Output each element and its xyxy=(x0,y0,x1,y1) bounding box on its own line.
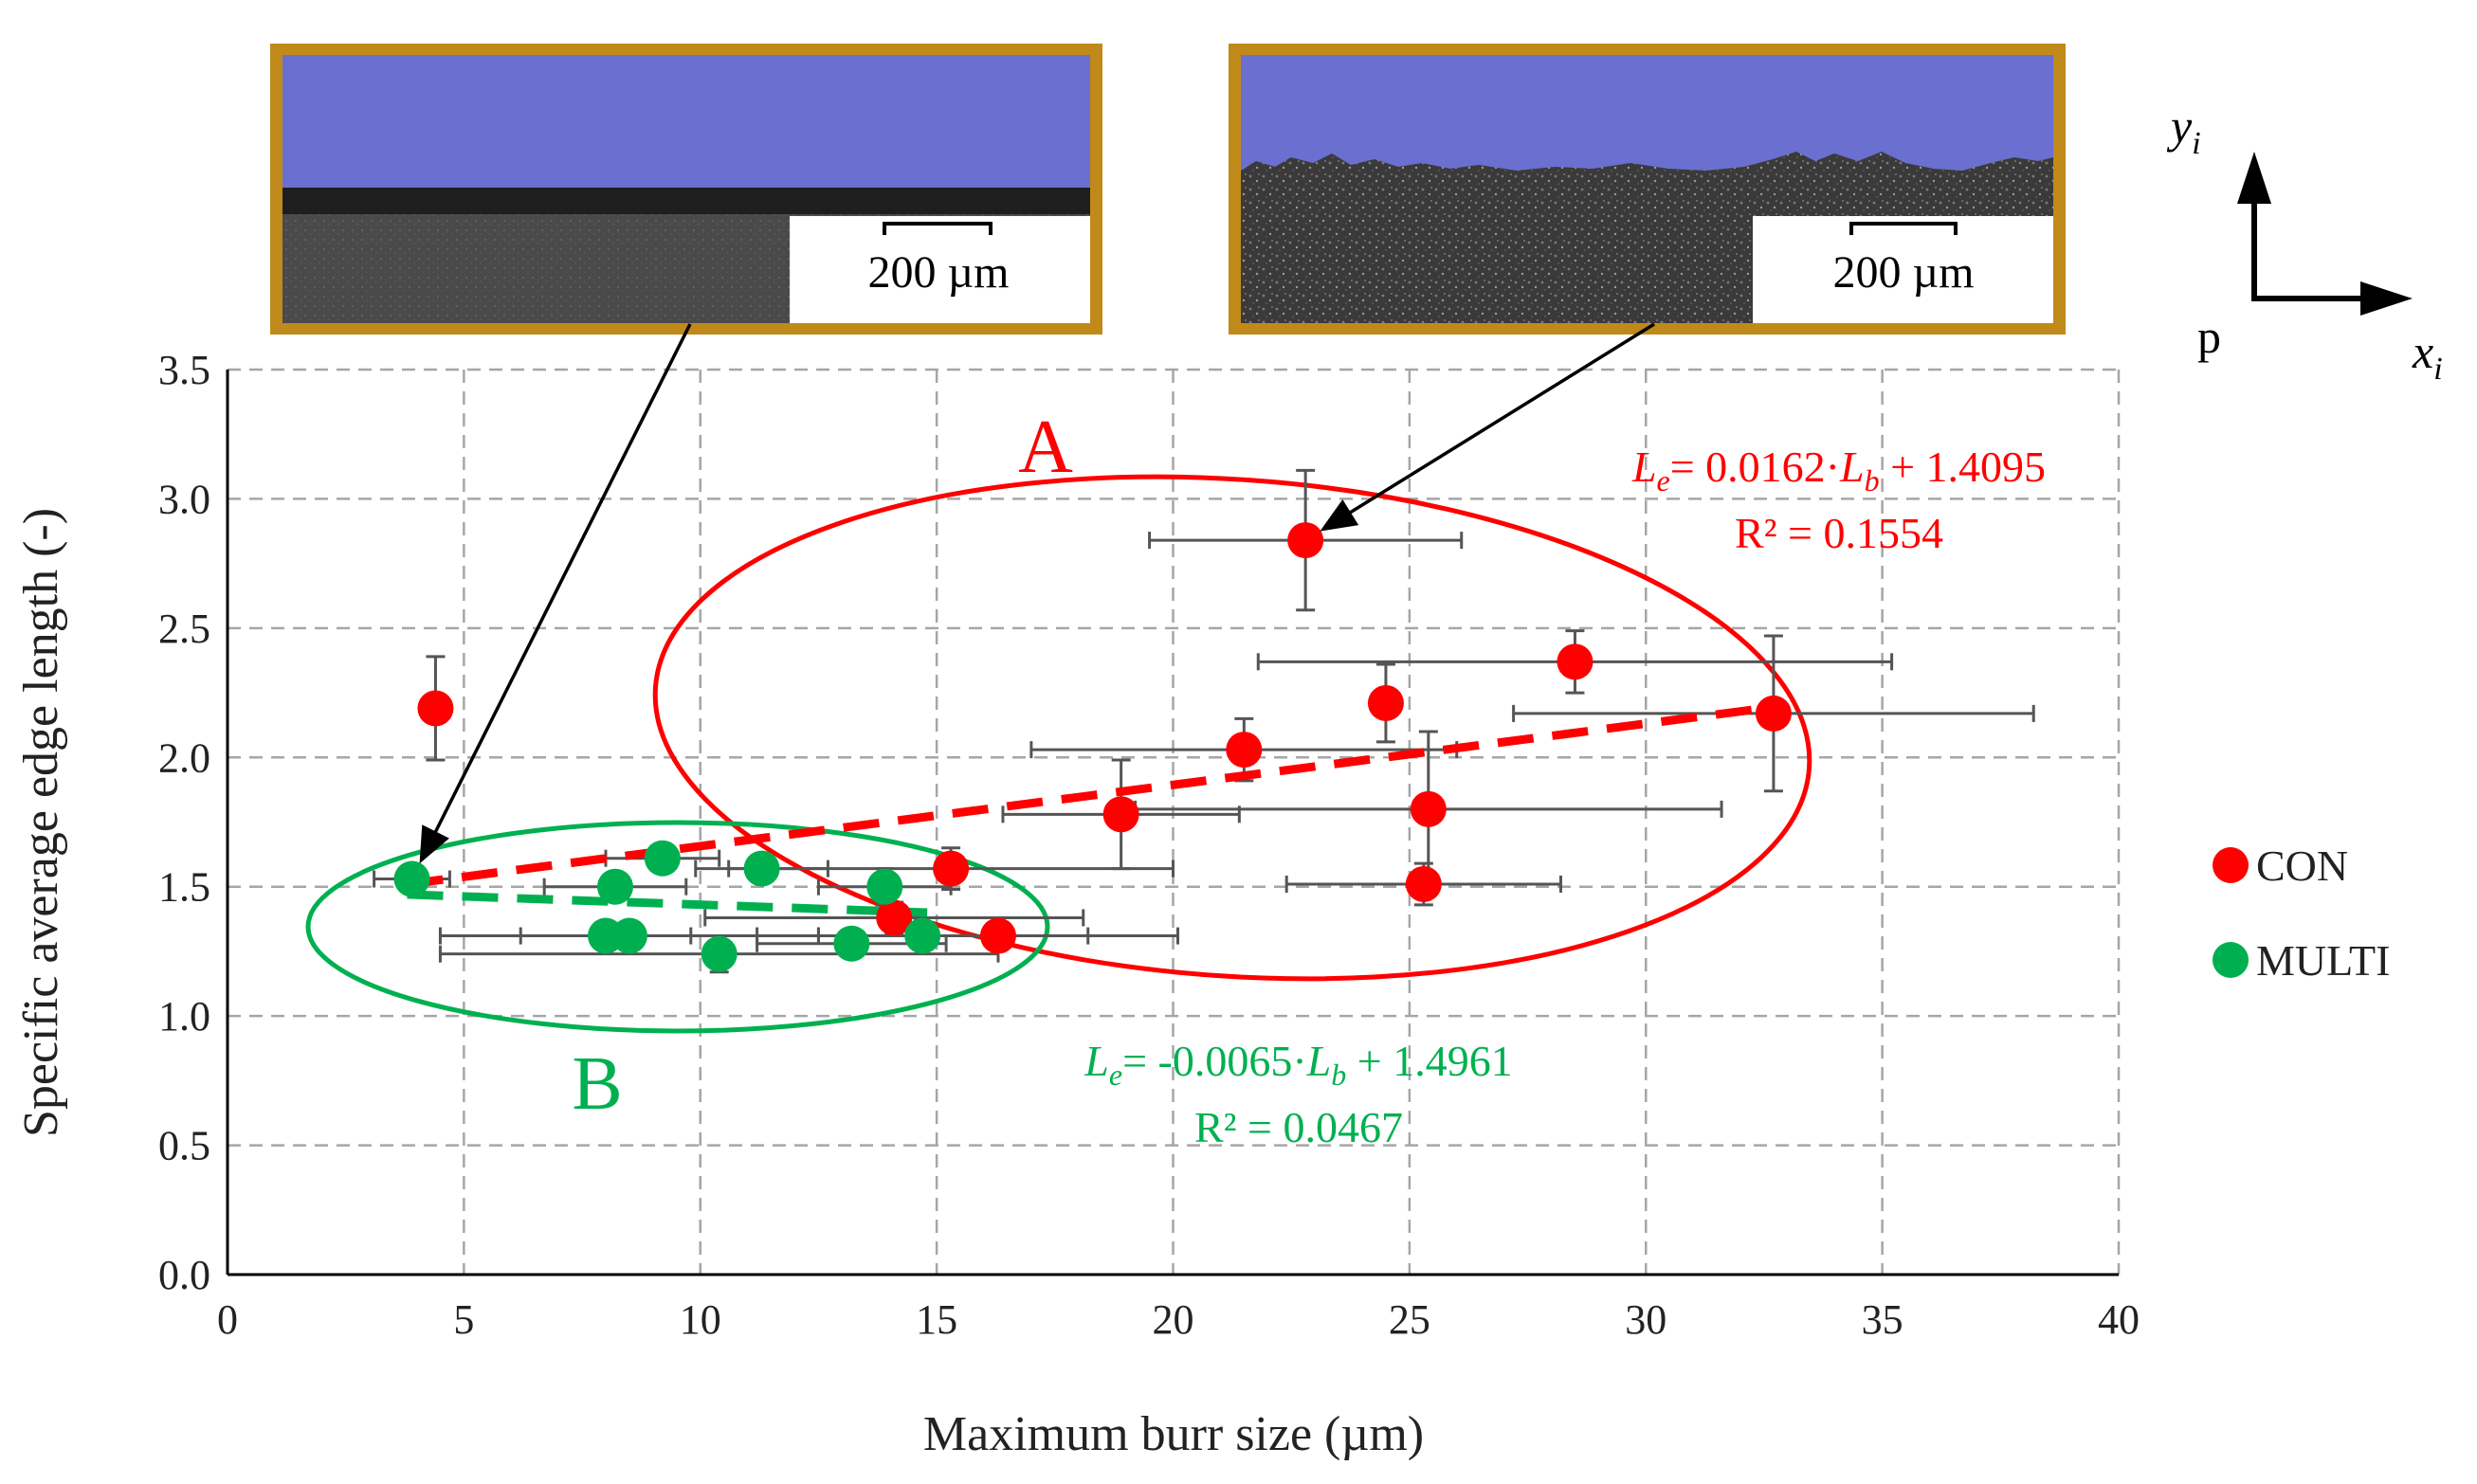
axes xyxy=(226,370,2119,1276)
con-point xyxy=(1367,684,1404,721)
legend-multi-marker xyxy=(2213,942,2249,978)
inset-arrowhead xyxy=(419,824,449,864)
region-b-ellipse xyxy=(305,820,1050,1034)
y-tick-label: 2.5 xyxy=(158,606,210,652)
coord-x-label: xi xyxy=(2412,325,2443,387)
coord-y-label: yi xyxy=(2166,100,2201,161)
legend-multi-label: MULTI xyxy=(2256,936,2390,985)
x-axis-title: Maximum burr size (µm) xyxy=(923,1407,1424,1461)
multi-point xyxy=(904,917,941,954)
multi-point xyxy=(833,925,870,962)
inset-arrow-line xyxy=(430,323,692,840)
con-r2: R² = 0.1554 xyxy=(1735,509,1943,557)
multi-r2: R² = 0.0467 xyxy=(1194,1103,1403,1151)
multi-trendline xyxy=(407,890,928,917)
inset-arrow-line xyxy=(1343,322,1655,518)
con-point xyxy=(1287,522,1324,559)
inset-rough-scale-label: 200 µm xyxy=(1833,247,1975,298)
con-point xyxy=(1226,732,1263,769)
legend-con-label: CON xyxy=(2256,842,2348,890)
y-tick-label: 1.0 xyxy=(158,993,210,1040)
inset-rough-scalebox xyxy=(1753,216,2053,323)
multi-point xyxy=(644,840,681,877)
coord-x-arrowhead xyxy=(2360,281,2413,316)
inset-rough-scalebar xyxy=(1849,222,1958,235)
inset-smooth-burr xyxy=(282,188,1090,216)
multi-point xyxy=(701,935,738,972)
multi-point xyxy=(866,868,903,905)
y-tick-label: 3.0 xyxy=(158,476,210,522)
con-point xyxy=(1102,796,1139,833)
con-point xyxy=(417,690,454,727)
x-tick-label: 10 xyxy=(680,1296,721,1343)
multi-equation: Le= -0.0065·Lb + 1.4961 xyxy=(1084,1037,1512,1092)
y-tick-label: 2.0 xyxy=(158,734,210,781)
con-point xyxy=(1557,643,1594,680)
grid xyxy=(228,368,2121,1275)
x-tick-label: 5 xyxy=(453,1296,474,1343)
multi-point xyxy=(610,917,647,954)
x-tick-label: 30 xyxy=(1625,1296,1667,1343)
data-points xyxy=(393,522,1792,972)
coordinate-system: yi xi p xyxy=(2166,100,2443,387)
con-equation: Le= 0.0162·Lb + 1.4095 xyxy=(1631,443,2046,498)
inset-smooth-scalebox xyxy=(790,216,1090,323)
legend: CON MULTI xyxy=(2213,842,2390,985)
x-tick-label: 0 xyxy=(217,1296,238,1343)
con-point xyxy=(1405,865,1442,902)
y-tick-label: 0.0 xyxy=(158,1252,210,1298)
inset-rough-edge: 200 µm xyxy=(1229,44,2066,335)
inset-smooth-sky xyxy=(282,55,1090,197)
x-tick-label: 15 xyxy=(916,1296,957,1343)
region-a-ellipse xyxy=(652,474,1812,982)
x-tick-label: 40 xyxy=(2098,1296,2140,1343)
con-point xyxy=(979,917,1016,954)
y-tick-label: 3.5 xyxy=(158,347,210,393)
con-point xyxy=(1410,790,1447,827)
trendlines xyxy=(406,703,1765,917)
con-point xyxy=(1755,695,1792,732)
y-tick-labels: 0.0 0.5 1.0 1.5 2.0 2.5 3.0 3.5 xyxy=(158,347,210,1298)
multi-point xyxy=(393,860,430,897)
inset-smooth-scale-label: 200 µm xyxy=(868,247,1010,298)
coord-origin-label: p xyxy=(2197,310,2221,363)
y-tick-label: 1.5 xyxy=(158,864,210,911)
con-point xyxy=(876,899,913,936)
x-tick-label: 25 xyxy=(1389,1296,1430,1343)
x-tick-label: 35 xyxy=(1862,1296,1903,1343)
con-point xyxy=(933,850,970,887)
x-tick-labels: 0 5 10 15 20 25 30 35 40 xyxy=(217,1296,2140,1343)
inset-arrowhead xyxy=(1320,498,1359,532)
region-a-label: A xyxy=(1018,406,1073,489)
con-trendline xyxy=(406,703,1765,889)
region-b-label: B xyxy=(572,1042,622,1126)
legend-con-marker xyxy=(2213,847,2249,883)
inset-smooth-scalebar xyxy=(883,222,993,235)
x-tick-label: 20 xyxy=(1153,1296,1194,1343)
coord-y-arrowhead xyxy=(2237,152,2271,204)
inset-smooth-edge: 200 µm xyxy=(270,44,1102,335)
inset-arrows xyxy=(419,322,1655,864)
multi-point xyxy=(743,850,780,887)
y-tick-label: 0.5 xyxy=(158,1123,210,1169)
multi-point xyxy=(596,868,633,905)
y-axis-title: Specific average edge length (-) xyxy=(14,508,68,1137)
